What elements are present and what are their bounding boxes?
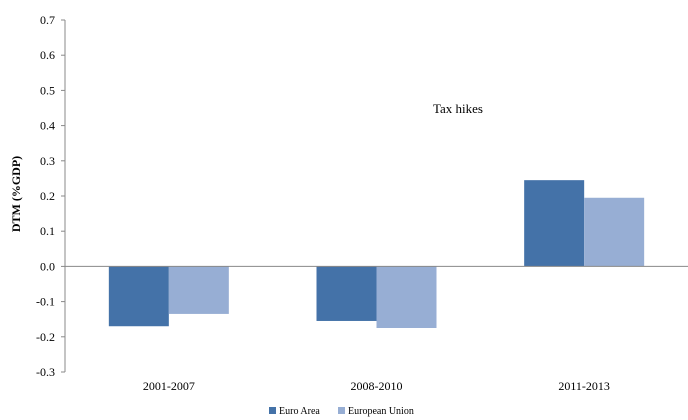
legend-swatch <box>269 407 276 414</box>
y-tick-label: 0.0 <box>40 259 55 273</box>
bar-euro-area <box>524 180 585 267</box>
y-tick-label: -0.2 <box>36 330 55 344</box>
x-axis: 2001-2007 2008-2010 2011-2013 <box>65 265 688 393</box>
legend-swatch <box>338 407 345 414</box>
bar-european-union <box>584 197 645 267</box>
y-tick-label: 0.2 <box>40 189 55 203</box>
bar-euro-area <box>316 266 377 321</box>
y-axis-label: DTM (%GDP) <box>9 156 23 232</box>
legend: Euro Area European Union <box>269 406 414 417</box>
y-tick-label: 0.7 <box>40 13 55 27</box>
tax-hikes-annotation: Tax hikes <box>433 101 483 116</box>
x-category-label: 2008-2010 <box>351 379 403 393</box>
y-tick-label: 0.1 <box>40 224 55 238</box>
x-category-label: 2001-2007 <box>143 379 195 393</box>
y-tick-label: 0.5 <box>40 83 55 97</box>
x-category-label: 2011-2013 <box>558 379 610 393</box>
legend-label: European Union <box>348 406 414 417</box>
y-tick-label: -0.3 <box>36 365 55 379</box>
legend-label: Euro Area <box>279 406 320 417</box>
bar-euro-area <box>108 266 169 327</box>
y-tick-label: 0.3 <box>40 154 55 168</box>
y-axis: -0.3 -0.2 -0.1 0.0 0.1 0.2 0.3 0.4 0.5 0.6 0.7 <box>36 13 66 379</box>
y-tick-label: -0.1 <box>36 295 55 309</box>
bar-european-union <box>168 266 229 314</box>
bar-european-union <box>376 266 437 328</box>
y-tick-label: 0.6 <box>40 48 55 62</box>
bars <box>108 180 645 328</box>
y-tick-label: 0.4 <box>40 119 55 133</box>
